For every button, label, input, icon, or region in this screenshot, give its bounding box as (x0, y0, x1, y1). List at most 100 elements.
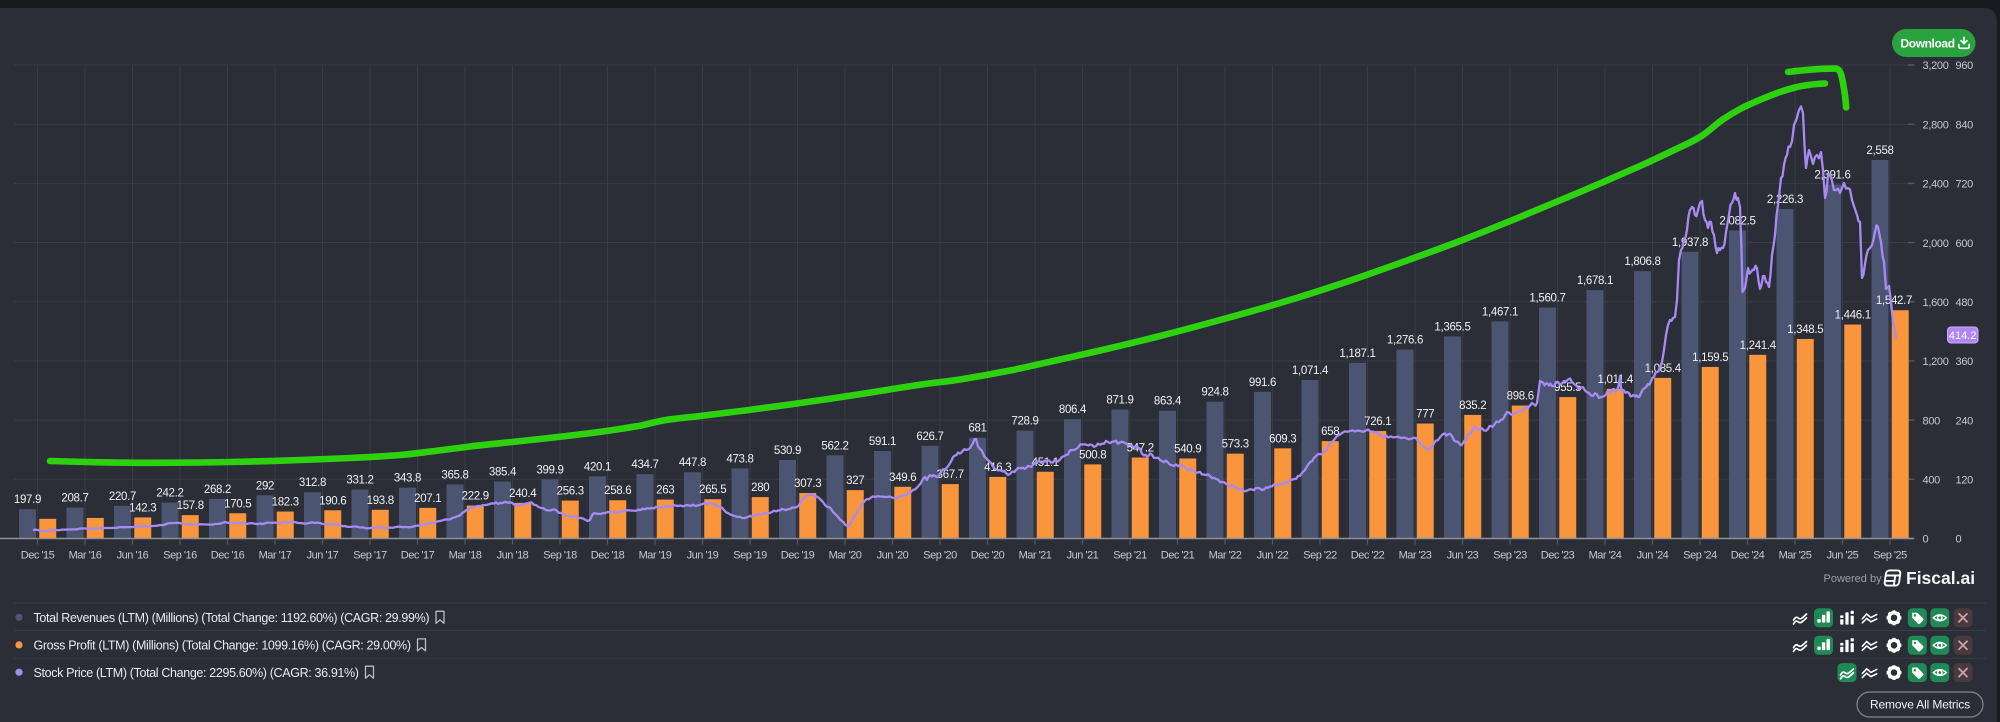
svg-text:Mar '17: Mar '17 (259, 550, 292, 562)
svg-text:Dec '18: Dec '18 (591, 550, 625, 562)
svg-text:Jun '25: Jun '25 (1827, 550, 1859, 562)
svg-text:312.8: 312.8 (299, 477, 326, 489)
svg-text:0: 0 (1923, 534, 1929, 546)
svg-text:242.2: 242.2 (156, 488, 183, 500)
svg-text:Mar '18: Mar '18 (449, 550, 482, 562)
svg-text:681: 681 (968, 423, 986, 435)
svg-text:157.8: 157.8 (177, 500, 204, 512)
svg-text:Jun '18: Jun '18 (497, 550, 529, 562)
svg-text:1,678.1: 1,678.1 (1577, 275, 1613, 287)
svg-text:1,542.7: 1,542.7 (1876, 295, 1912, 307)
svg-text:2,226.3: 2,226.3 (1767, 194, 1803, 206)
svg-text:385.4: 385.4 (489, 466, 517, 478)
svg-text:447.8: 447.8 (679, 457, 706, 469)
svg-text:Jun '21: Jun '21 (1067, 550, 1099, 562)
svg-text:190.6: 190.6 (319, 495, 346, 507)
svg-text:609.3: 609.3 (1269, 433, 1296, 445)
svg-text:1,446.1: 1,446.1 (1835, 310, 1871, 322)
svg-text:1,806.8: 1,806.8 (1624, 256, 1660, 268)
svg-text:343.8: 343.8 (394, 473, 421, 485)
svg-text:863.4: 863.4 (1154, 396, 1182, 408)
svg-text:434.7: 434.7 (631, 459, 658, 471)
svg-text:573.3: 573.3 (1222, 439, 1249, 451)
svg-text:1,348.5: 1,348.5 (1787, 324, 1823, 336)
svg-text:1,365.5: 1,365.5 (1434, 321, 1470, 333)
svg-text:Jun '19: Jun '19 (687, 550, 719, 562)
svg-text:Sep '23: Sep '23 (1493, 550, 1527, 562)
svg-text:Sep '24: Sep '24 (1683, 550, 1717, 562)
svg-text:562.2: 562.2 (821, 440, 848, 452)
svg-text:Mar '16: Mar '16 (69, 550, 102, 562)
svg-text:1,467.1: 1,467.1 (1482, 306, 1518, 318)
svg-text:307.3: 307.3 (794, 478, 821, 490)
svg-text:3,200: 3,200 (1923, 60, 1949, 72)
svg-text:360: 360 (1956, 356, 1974, 368)
svg-text:170.5: 170.5 (224, 498, 251, 510)
svg-text:280: 280 (751, 482, 769, 494)
svg-text:207.1: 207.1 (414, 493, 441, 505)
svg-text:182.3: 182.3 (272, 497, 299, 509)
svg-text:1,159.5: 1,159.5 (1692, 352, 1728, 364)
svg-text:Dec '24: Dec '24 (1731, 550, 1765, 562)
svg-text:Download: Download (1901, 37, 1955, 51)
svg-text:Jun '17: Jun '17 (307, 550, 339, 562)
svg-text:960: 960 (1956, 60, 1974, 72)
svg-text:Dec '16: Dec '16 (211, 550, 245, 562)
svg-text:600: 600 (1956, 238, 1974, 250)
svg-text:591.1: 591.1 (869, 436, 896, 448)
svg-text:726.1: 726.1 (1364, 416, 1391, 428)
svg-text:Mar '25: Mar '25 (1779, 550, 1812, 562)
svg-text:258.6: 258.6 (604, 485, 631, 497)
svg-text:1,600: 1,600 (1923, 297, 1949, 309)
svg-text:220.7: 220.7 (109, 491, 136, 503)
svg-text:Total Revenues (LTM) (Millions: Total Revenues (LTM) (Millions) (Total C… (34, 611, 430, 625)
svg-text:292: 292 (256, 480, 274, 492)
svg-text:Sep '17: Sep '17 (353, 550, 387, 562)
svg-text:2,400: 2,400 (1923, 179, 1949, 191)
svg-text:2,558: 2,558 (1866, 145, 1893, 157)
svg-text:Jun '23: Jun '23 (1447, 550, 1479, 562)
svg-text:991.6: 991.6 (1249, 377, 1276, 389)
svg-text:Sep '16: Sep '16 (163, 550, 197, 562)
svg-text:222.9: 222.9 (462, 491, 489, 503)
svg-text:2,000: 2,000 (1923, 238, 1949, 250)
svg-text:Dec '23: Dec '23 (1541, 550, 1575, 562)
svg-text:Jun '22: Jun '22 (1257, 550, 1289, 562)
svg-text:451.1: 451.1 (1032, 457, 1059, 469)
svg-text:840: 840 (1956, 119, 1974, 131)
svg-text:1,560.7: 1,560.7 (1529, 293, 1565, 305)
svg-text:1,241.4: 1,241.4 (1740, 340, 1777, 352)
svg-text:265.5: 265.5 (699, 484, 726, 496)
svg-text:Powered by: Powered by (1824, 573, 1883, 585)
svg-text:2,082.5: 2,082.5 (1719, 215, 1755, 227)
svg-text:Fiscal.ai: Fiscal.ai (1906, 568, 1975, 588)
svg-text:420.1: 420.1 (584, 461, 611, 473)
svg-text:924.8: 924.8 (1201, 387, 1228, 399)
svg-text:Stock Price (LTM) (Total Chang: Stock Price (LTM) (Total Change: 2295.60… (34, 666, 359, 680)
svg-text:658: 658 (1321, 426, 1339, 438)
svg-text:1,937.8: 1,937.8 (1672, 237, 1708, 249)
svg-text:898.6: 898.6 (1507, 391, 1534, 403)
svg-text:Sep '19: Sep '19 (733, 550, 767, 562)
svg-text:1,276.6: 1,276.6 (1387, 335, 1423, 347)
svg-text:Dec '17: Dec '17 (401, 550, 435, 562)
svg-text:256.3: 256.3 (557, 486, 584, 498)
svg-text:Dec '21: Dec '21 (1161, 550, 1195, 562)
svg-text:399.9: 399.9 (536, 464, 563, 476)
svg-text:349.6: 349.6 (889, 472, 916, 484)
svg-text:Dec '20: Dec '20 (971, 550, 1005, 562)
svg-text:530.9: 530.9 (774, 445, 801, 457)
svg-text:416.3: 416.3 (984, 462, 1011, 474)
svg-text:Jun '24: Jun '24 (1637, 550, 1669, 562)
svg-text:142.3: 142.3 (129, 502, 156, 514)
svg-text:327: 327 (846, 475, 864, 487)
svg-text:626.7: 626.7 (916, 431, 943, 443)
svg-text:Gross Profit (LTM) (Millions): Gross Profit (LTM) (Millions) (Total Cha… (34, 639, 411, 653)
svg-text:Dec '22: Dec '22 (1351, 550, 1385, 562)
svg-text:Jun '16: Jun '16 (117, 550, 149, 562)
svg-text:1,200: 1,200 (1923, 356, 1949, 368)
svg-text:1,187.1: 1,187.1 (1339, 348, 1375, 360)
svg-text:Dec '15: Dec '15 (21, 550, 55, 562)
svg-text:Sep '22: Sep '22 (1303, 550, 1337, 562)
svg-text:367.7: 367.7 (937, 469, 964, 481)
